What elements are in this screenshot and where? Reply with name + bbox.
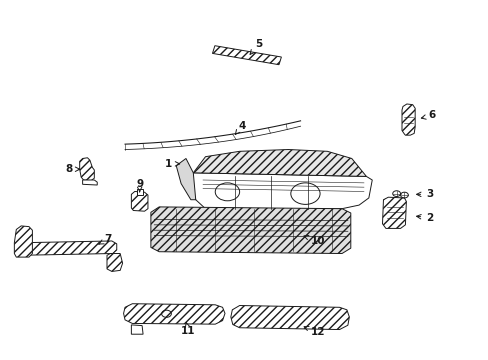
Text: 12: 12 (304, 327, 324, 337)
Polygon shape (193, 149, 366, 176)
Text: 10: 10 (304, 235, 324, 246)
Polygon shape (80, 158, 94, 181)
Polygon shape (16, 241, 117, 255)
Polygon shape (176, 158, 195, 200)
Text: 1: 1 (165, 159, 179, 169)
Polygon shape (401, 104, 414, 135)
Polygon shape (131, 325, 143, 334)
Polygon shape (107, 253, 122, 271)
Text: 9: 9 (136, 179, 143, 192)
Polygon shape (151, 207, 350, 253)
Text: 8: 8 (65, 164, 80, 174)
Text: 11: 11 (181, 323, 195, 336)
Text: 3: 3 (416, 189, 432, 199)
Polygon shape (131, 192, 148, 211)
Polygon shape (382, 197, 406, 228)
Polygon shape (230, 306, 348, 329)
Polygon shape (123, 304, 224, 324)
Polygon shape (14, 226, 32, 257)
Text: 7: 7 (99, 234, 111, 244)
Text: 6: 6 (421, 111, 435, 121)
Polygon shape (137, 189, 143, 195)
Polygon shape (82, 180, 97, 185)
Text: 5: 5 (249, 39, 262, 54)
Polygon shape (190, 173, 371, 211)
Polygon shape (212, 46, 281, 65)
Text: 2: 2 (416, 213, 432, 222)
Text: 4: 4 (235, 121, 245, 134)
